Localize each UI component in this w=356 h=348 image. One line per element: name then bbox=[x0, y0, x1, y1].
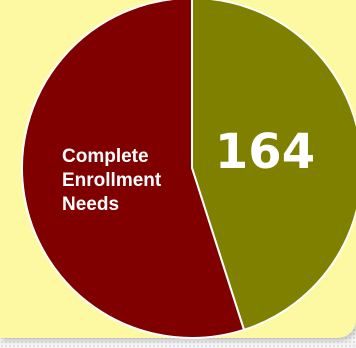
pie-slices bbox=[20, 0, 356, 339]
pie-labels: 164 Complete Enrollment Needs bbox=[62, 124, 315, 215]
pie-slice-1 bbox=[20, 0, 246, 339]
pie-slice-0 bbox=[191, 0, 356, 332]
slice-label-line-3: Needs bbox=[62, 194, 119, 215]
slice-label-line-2: Enrollment bbox=[62, 170, 162, 191]
slice-value-label-0: 164 bbox=[215, 124, 315, 180]
slice-label-line-1: Complete bbox=[62, 146, 149, 167]
